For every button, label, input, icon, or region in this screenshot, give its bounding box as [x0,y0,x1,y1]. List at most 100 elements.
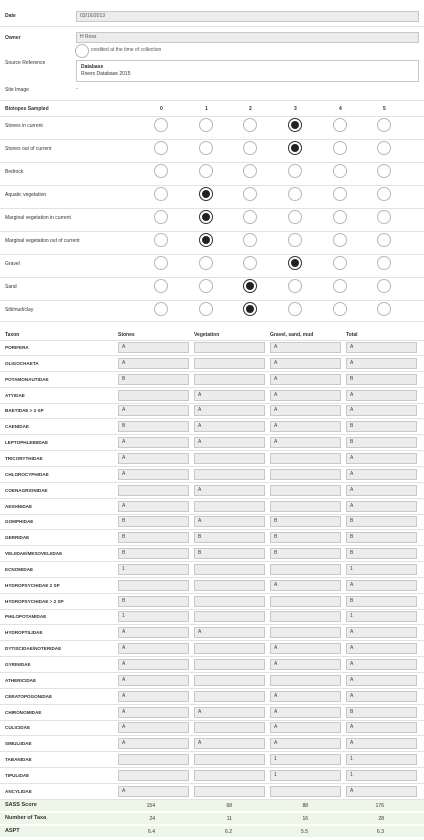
taxon-cell[interactable] [118,389,189,401]
taxon-cell[interactable]: A [346,484,417,496]
source-radio[interactable] [75,44,89,58]
taxon-cell[interactable] [118,579,189,591]
owner-field[interactable]: H Ross [76,32,419,43]
taxon-cell[interactable] [118,754,189,766]
taxon-cell[interactable]: B [118,421,189,433]
taxon-cell[interactable] [270,484,341,496]
taxon-cell[interactable]: A [194,437,265,449]
taxon-cell[interactable]: A [346,659,417,670]
taxon-cell[interactable]: A [346,627,417,639]
taxon-cell[interactable]: A [270,389,341,401]
taxon-cell[interactable]: A [270,690,341,702]
taxon-cell[interactable] [194,563,265,575]
biotope-radio[interactable] [243,141,257,155]
biotope-radio[interactable] [199,210,213,224]
taxon-cell[interactable]: A [118,342,189,353]
biotope-radio[interactable] [243,187,257,201]
taxon-cell[interactable] [194,357,265,369]
taxon-cell[interactable] [194,643,265,655]
taxon-cell[interactable]: B [346,373,417,385]
taxon-cell[interactable]: A [270,643,341,655]
biotope-radio[interactable] [377,302,391,316]
taxon-cell[interactable]: 1 [270,754,341,766]
taxon-cell[interactable] [194,452,265,464]
biotope-radio[interactable] [333,118,347,132]
taxon-cell[interactable]: A [194,484,265,496]
taxon-cell[interactable] [118,484,189,496]
taxon-cell[interactable]: B [118,516,189,528]
biotope-radio[interactable] [288,233,302,247]
taxon-cell[interactable]: A [194,421,265,433]
taxon-cell[interactable]: B [346,548,417,560]
taxon-cell[interactable] [194,690,265,702]
biotope-radio[interactable] [333,187,347,201]
biotope-radio[interactable] [154,279,168,293]
biotope-radio[interactable] [377,256,391,270]
taxon-cell[interactable]: 1 [270,769,341,781]
taxon-cell[interactable]: A [270,722,341,734]
biotope-radio[interactable] [333,279,347,293]
taxon-cell[interactable]: B [118,532,189,544]
taxon-cell[interactable]: A [346,785,417,797]
taxon-cell[interactable]: A [270,706,341,718]
biotope-radio[interactable] [154,164,168,178]
taxon-cell[interactable]: A [118,785,189,797]
taxon-cell[interactable]: B [270,548,341,560]
biotope-radio[interactable] [333,141,347,155]
biotope-radio[interactable] [377,118,391,132]
taxon-cell[interactable]: B [346,516,417,528]
taxon-cell[interactable]: 1 [346,754,417,766]
taxon-cell[interactable] [270,595,341,607]
taxon-cell[interactable] [194,373,265,385]
taxon-cell[interactable] [270,674,341,686]
taxon-cell[interactable] [194,595,265,607]
taxon-cell[interactable]: A [194,516,265,528]
taxon-cell[interactable] [270,500,341,512]
taxon-cell[interactable]: A [346,389,417,401]
taxon-cell[interactable]: A [346,674,417,686]
taxon-cell[interactable]: A [270,579,341,591]
biotope-radio[interactable] [199,187,213,201]
taxon-cell[interactable] [194,674,265,686]
taxon-cell[interactable]: A [346,643,417,655]
biotope-radio[interactable] [199,164,213,178]
taxon-cell[interactable]: A [194,627,265,639]
taxon-cell[interactable]: A [118,405,189,417]
taxon-cell[interactable]: 1 [346,611,417,623]
taxon-cell[interactable]: 1 [118,563,189,575]
taxon-cell[interactable]: B [118,548,189,560]
biotope-radio[interactable] [333,210,347,224]
source-reference-box[interactable]: Database Rivers Database 2015 [76,60,419,82]
biotope-radio[interactable] [199,279,213,293]
taxon-cell[interactable]: A [118,627,189,639]
taxon-cell[interactable]: A [346,452,417,464]
taxon-cell[interactable]: A [118,659,189,670]
biotope-radio[interactable] [243,164,257,178]
biotope-radio[interactable] [377,164,391,178]
biotope-radio[interactable] [333,302,347,316]
biotope-radio[interactable] [154,118,168,132]
taxon-cell[interactable] [194,579,265,591]
biotope-radio[interactable] [154,210,168,224]
biotope-radio[interactable] [199,233,213,247]
biotope-radio[interactable] [288,141,302,155]
biotope-radio[interactable] [288,302,302,316]
taxon-cell[interactable] [270,627,341,639]
biotope-radio[interactable] [333,233,347,247]
taxon-cell[interactable]: A [270,357,341,369]
taxon-cell[interactable]: A [270,437,341,449]
taxon-cell[interactable]: A [118,452,189,464]
taxon-cell[interactable]: B [346,532,417,544]
taxon-cell[interactable] [194,769,265,781]
biotope-radio[interactable] [243,233,257,247]
taxon-cell[interactable]: A [270,738,341,750]
taxon-cell[interactable]: A [118,690,189,702]
biotope-radio[interactable] [243,256,257,270]
taxon-cell[interactable]: B [118,373,189,385]
taxon-cell[interactable]: A [270,342,341,353]
biotope-radio[interactable] [377,279,391,293]
taxon-cell[interactable]: A [270,405,341,417]
biotope-radio[interactable] [154,141,168,155]
biotope-radio[interactable] [154,302,168,316]
taxon-cell[interactable]: A [118,437,189,449]
